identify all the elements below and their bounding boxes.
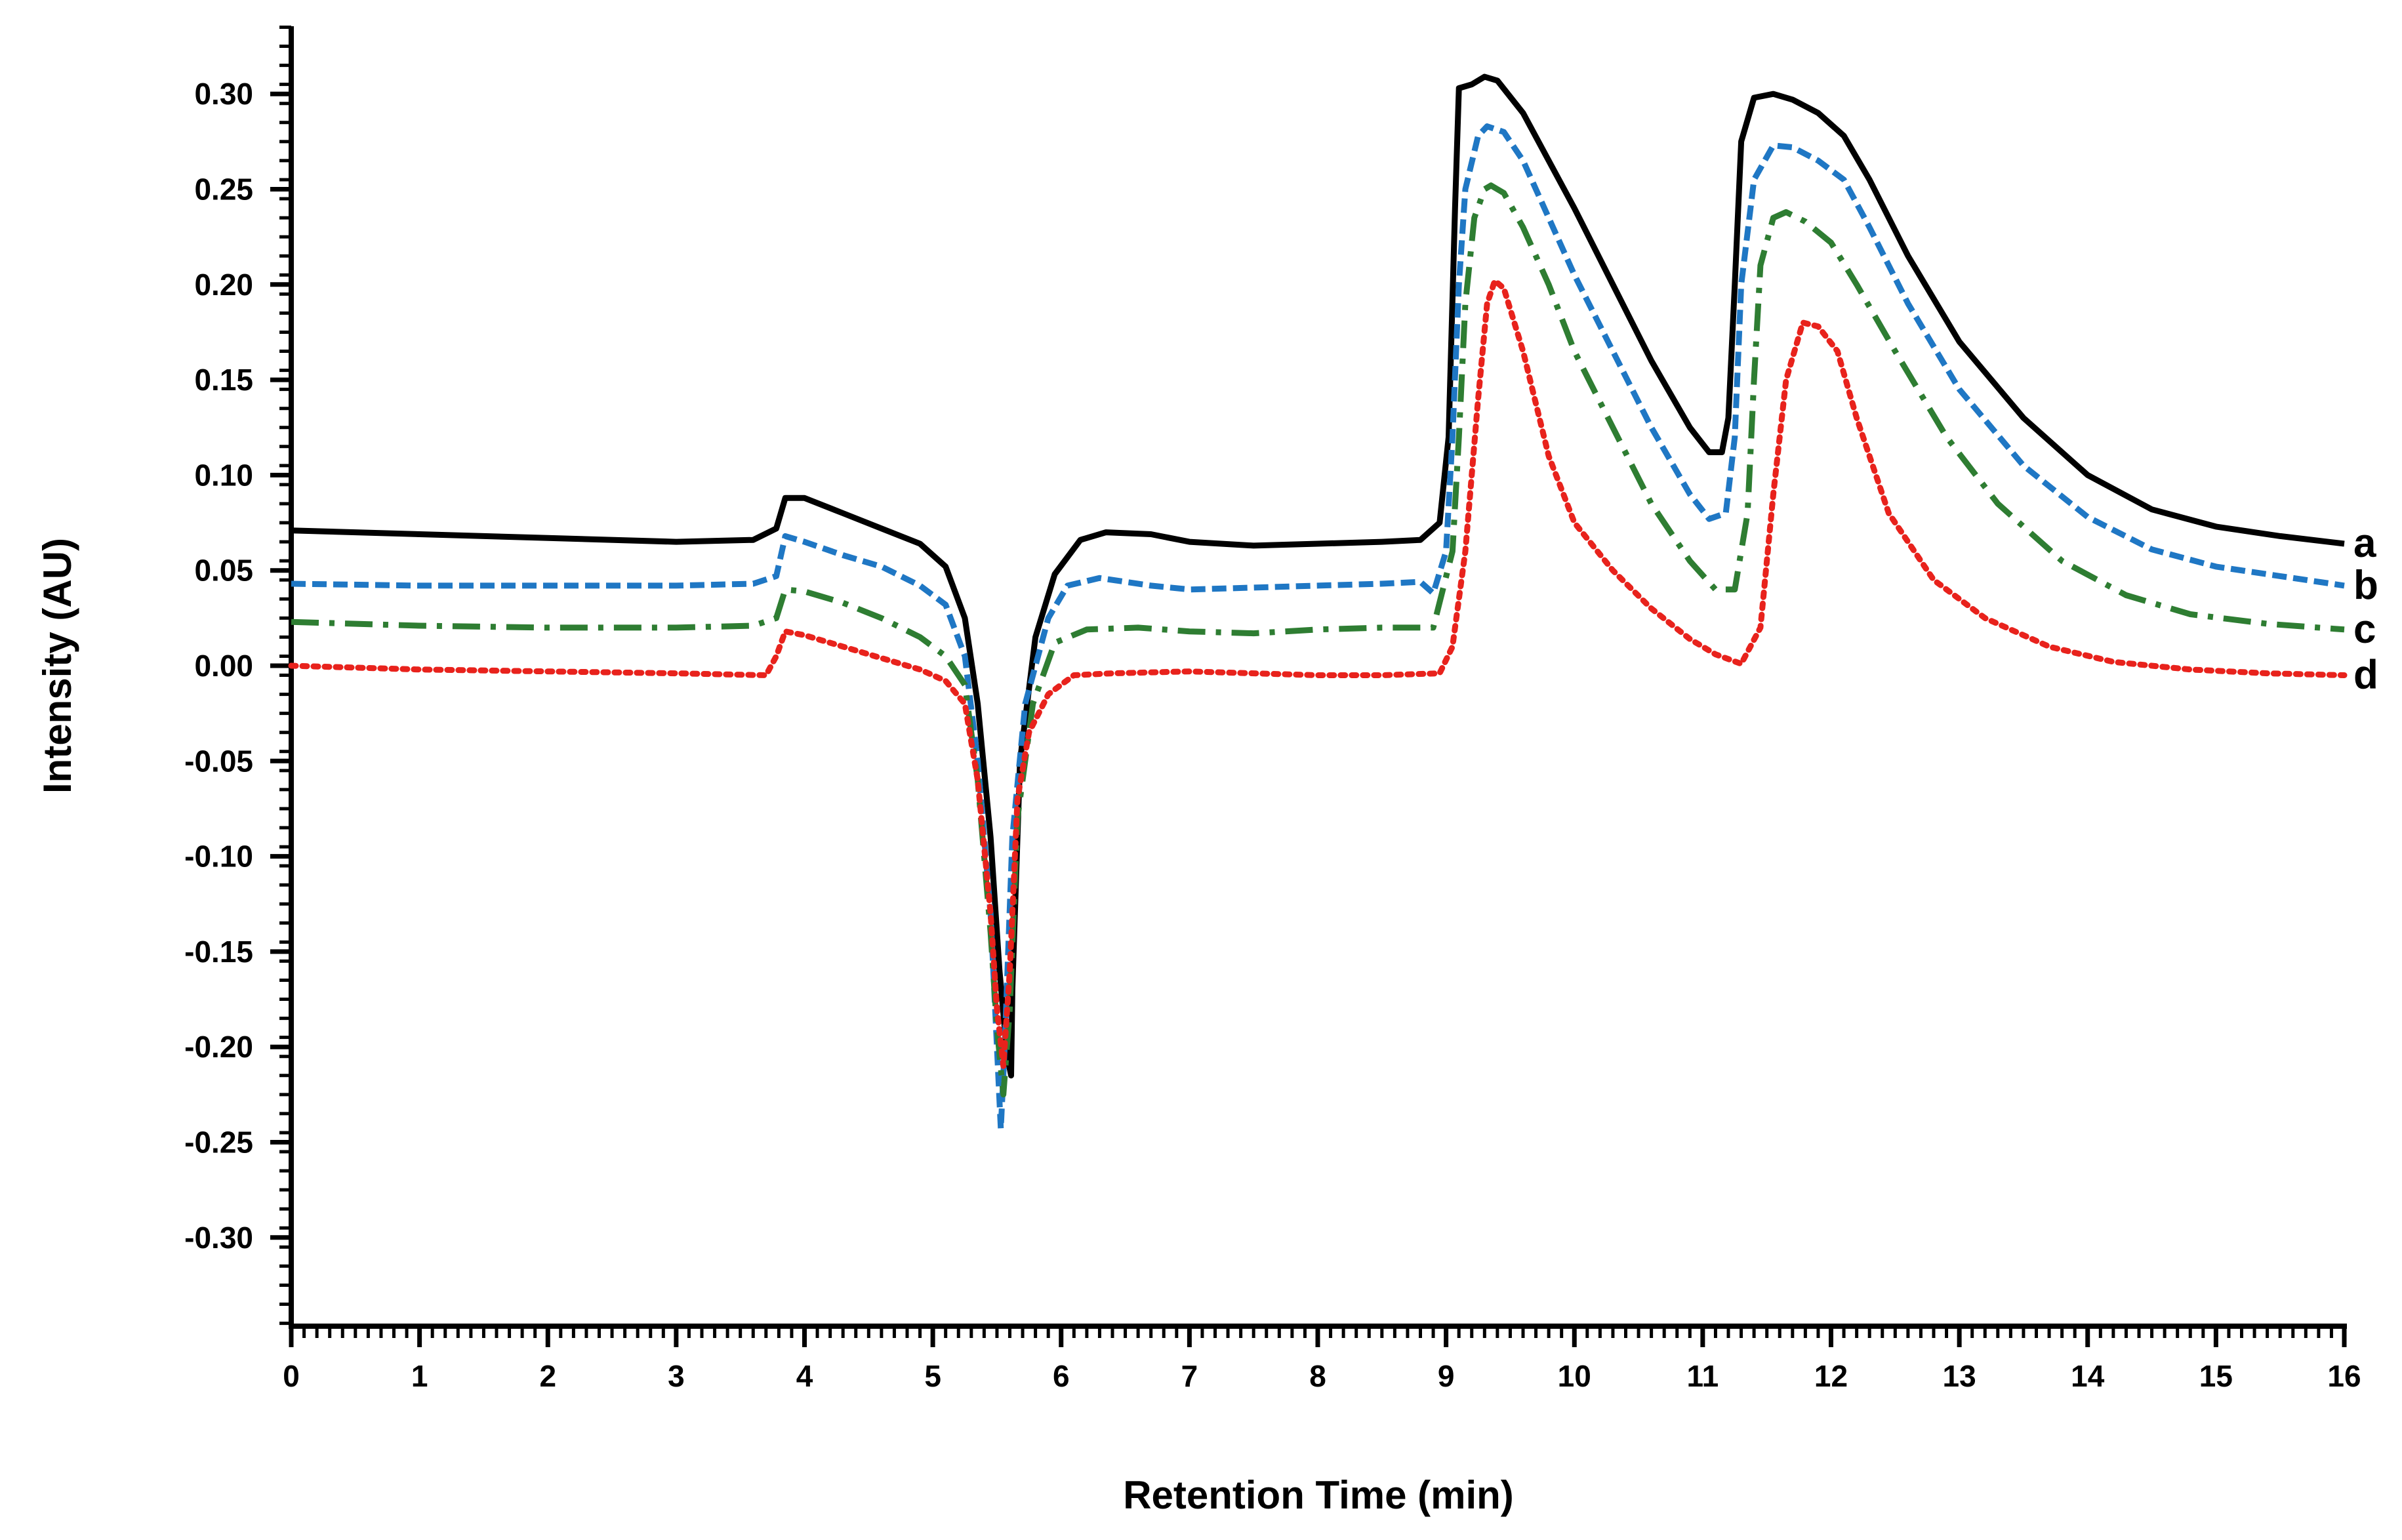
- y-tick-label: -0.25: [184, 1125, 253, 1160]
- series-label-d: d: [2353, 653, 2378, 698]
- x-tick-label: 11: [1687, 1359, 1719, 1393]
- series-label-b: b: [2353, 563, 2378, 608]
- x-tick-label: 14: [2071, 1359, 2105, 1393]
- x-tick-label: 4: [796, 1359, 813, 1393]
- series-label-c: c: [2353, 607, 2376, 652]
- y-tick-label: -0.15: [184, 935, 253, 969]
- series-lines: [288, 73, 2348, 1132]
- y-tick-label: 0.00: [194, 649, 253, 683]
- x-tick-label: 7: [1181, 1359, 1198, 1393]
- major-ticks: [270, 91, 2347, 1347]
- y-tick-label: 0.25: [194, 172, 253, 207]
- y-tick-label: 0.30: [194, 77, 253, 111]
- x-tick-label: 15: [2199, 1359, 2233, 1393]
- series-line-b: [291, 123, 2345, 1132]
- x-axis-title: Retention Time (min): [1123, 1473, 1514, 1517]
- series-line-c: [291, 182, 2345, 1098]
- x-tick-label: 5: [924, 1359, 941, 1393]
- x-tick-labels: 0 1 2 3 4 5 6 7 8 9 10 11 12 13 14 15 16: [283, 1359, 2361, 1393]
- y-tick-label: -0.10: [184, 840, 253, 874]
- y-tick-label: 0.10: [194, 458, 253, 492]
- x-tick-label: 9: [1438, 1359, 1455, 1393]
- y-tick-label: 0.20: [194, 268, 253, 302]
- x-tick-label: 8: [1309, 1359, 1326, 1393]
- series-line-d: [288, 277, 2348, 1069]
- series-line-a: [291, 73, 2345, 1079]
- y-tick-label: -0.20: [184, 1030, 253, 1064]
- x-tick-label: 3: [668, 1359, 685, 1393]
- y-tick-label: 0.05: [194, 554, 253, 588]
- x-tick-label: 1: [411, 1359, 428, 1393]
- x-tick-label: 2: [539, 1359, 556, 1393]
- y-tick-label: -0.30: [184, 1221, 253, 1255]
- x-tick-label: 0: [283, 1359, 300, 1393]
- x-tick-label: 10: [1558, 1359, 1591, 1393]
- y-tick-labels: 0.30 0.25 0.20 0.15 0.10 0.05 0.00 -0.05 -0.10 -0…: [184, 77, 253, 1255]
- x-tick-label: 12: [1814, 1359, 1848, 1393]
- y-tick-label: -0.05: [184, 744, 253, 778]
- x-tick-label: 6: [1053, 1359, 1070, 1393]
- series-label-a: a: [2353, 521, 2376, 566]
- x-tick-label: 16: [2327, 1359, 2361, 1393]
- y-axis-title: Intensity (AU): [35, 538, 79, 794]
- x-tick-label: 13: [1943, 1359, 1976, 1393]
- y-tick-label: 0.15: [194, 363, 253, 397]
